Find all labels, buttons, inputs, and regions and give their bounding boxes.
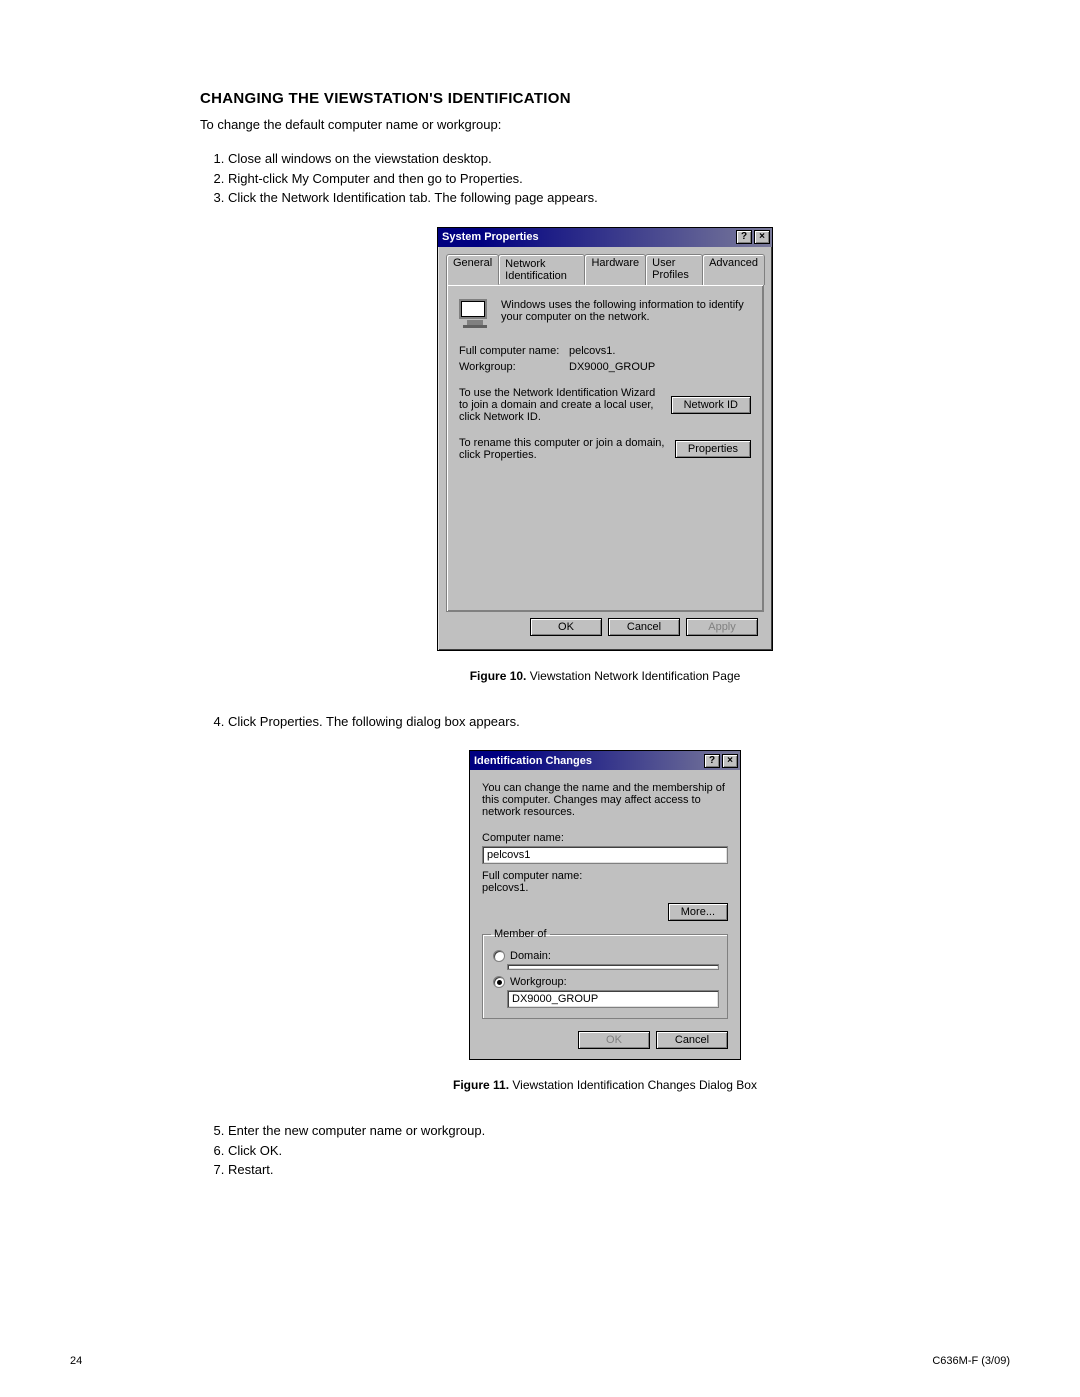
info-text: Windows uses the following information t… <box>501 299 751 323</box>
full-name-value: pelcovs1. <box>482 882 728 894</box>
section-heading: CHANGING THE VIEWSTATION'S IDENTIFICATIO… <box>200 90 1010 107</box>
step-item: Click Properties. The following dialog b… <box>228 713 1010 731</box>
apply-button[interactable]: Apply <box>686 618 758 636</box>
steps-list-1: Close all windows on the viewstation des… <box>200 150 1010 207</box>
properties-button[interactable]: Properties <box>675 440 751 458</box>
full-name-label: Full computer name: <box>459 345 569 357</box>
titlebar[interactable]: Identification Changes ? × <box>470 751 740 770</box>
tab-network-identification[interactable]: Network Identification <box>498 254 585 285</box>
figure-caption-1: Figure 10. Viewstation Network Identific… <box>200 669 1010 683</box>
idc-intro: You can change the name and the membersh… <box>482 782 728 818</box>
doc-id: C636M-F (3/09) <box>932 1355 1010 1367</box>
ok-button[interactable]: OK <box>578 1031 650 1049</box>
window-title: System Properties <box>442 231 539 243</box>
identification-changes-dialog: Identification Changes ? × You can chang… <box>469 750 741 1060</box>
tab-user-profiles[interactable]: User Profiles <box>645 254 703 285</box>
step-item: Restart. <box>228 1161 1010 1179</box>
steps-list-2: Click Properties. The following dialog b… <box>200 713 1010 731</box>
computer-icon <box>459 299 491 329</box>
tab-hardware[interactable]: Hardware <box>584 254 646 285</box>
step-item: Right-click My Computer and then go to P… <box>228 170 1010 188</box>
computer-name-label: Computer name: <box>482 832 728 844</box>
member-of-group: Member of Domain: Workgroup: DX9000_GROU… <box>482 928 728 1019</box>
tab-pane: Windows uses the following information t… <box>446 284 764 612</box>
window-title: Identification Changes <box>474 755 592 767</box>
intro-text: To change the default computer name or w… <box>200 117 1010 132</box>
ok-button[interactable]: OK <box>530 618 602 636</box>
help-icon[interactable]: ? <box>736 230 752 244</box>
help-icon[interactable]: ? <box>704 754 720 768</box>
step-item: Close all windows on the viewstation des… <box>228 150 1010 168</box>
close-icon[interactable]: × <box>754 230 770 244</box>
full-name-label: Full computer name: <box>482 870 728 882</box>
workgroup-radio[interactable] <box>493 976 505 988</box>
tab-general[interactable]: General <box>446 254 499 285</box>
system-properties-dialog: System Properties ? × General Network Id… <box>437 227 773 651</box>
more-button[interactable]: More... <box>668 903 728 921</box>
cancel-button[interactable]: Cancel <box>656 1031 728 1049</box>
full-name-value: pelcovs1. <box>569 345 615 357</box>
properties-text: To rename this computer or join a domain… <box>459 437 665 461</box>
computer-name-input[interactable]: pelcovs1 <box>482 846 728 864</box>
steps-list-3: Enter the new computer name or workgroup… <box>200 1122 1010 1179</box>
domain-radio[interactable] <box>493 950 505 962</box>
domain-label: Domain: <box>510 950 551 962</box>
workgroup-label: Workgroup: <box>510 976 567 988</box>
page-number: 24 <box>70 1355 82 1367</box>
tab-advanced[interactable]: Advanced <box>702 254 765 285</box>
workgroup-input[interactable]: DX9000_GROUP <box>507 990 719 1008</box>
cancel-button[interactable]: Cancel <box>608 618 680 636</box>
member-of-legend: Member of <box>491 928 550 940</box>
domain-input[interactable] <box>507 964 719 970</box>
workgroup-value: DX9000_GROUP <box>569 361 655 373</box>
tab-strip: General Network Identification Hardware … <box>446 254 764 285</box>
close-icon[interactable]: × <box>722 754 738 768</box>
network-id-button[interactable]: Network ID <box>671 396 751 414</box>
network-id-text: To use the Network Identification Wizard… <box>459 387 661 423</box>
figure-caption-2: Figure 11. Viewstation Identification Ch… <box>200 1078 1010 1092</box>
titlebar[interactable]: System Properties ? × <box>438 228 772 247</box>
page-footer: 24 C636M-F (3/09) <box>70 1355 1010 1367</box>
step-item: Enter the new computer name or workgroup… <box>228 1122 1010 1140</box>
step-item: Click the Network Identification tab. Th… <box>228 189 1010 207</box>
workgroup-label: Workgroup: <box>459 361 569 373</box>
step-item: Click OK. <box>228 1142 1010 1160</box>
